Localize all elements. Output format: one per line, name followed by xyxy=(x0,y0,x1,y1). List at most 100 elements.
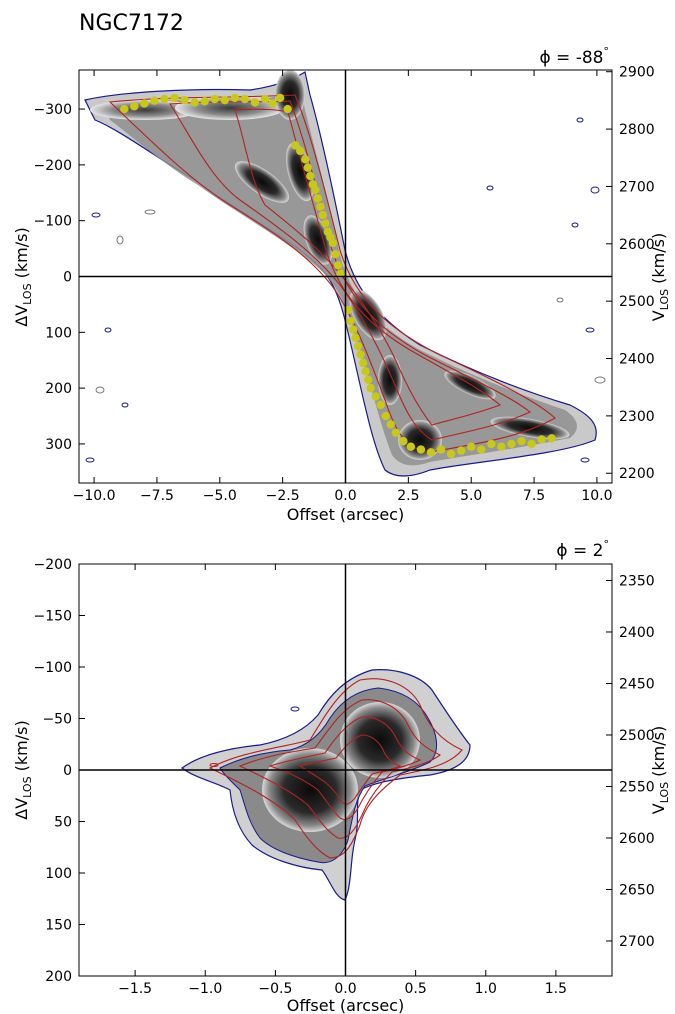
data-point xyxy=(160,94,169,104)
top-xlabel: Offset (arcsec) xyxy=(287,505,404,524)
bottom-y-left-tick-label: 100 xyxy=(45,866,72,882)
top-image xyxy=(84,70,606,477)
top-model-contour-3 xyxy=(234,108,502,426)
data-point xyxy=(527,439,536,449)
data-point xyxy=(456,446,466,455)
data-point xyxy=(477,445,486,454)
data-point xyxy=(497,442,506,451)
bottom-x-tick-label: 1.5 xyxy=(545,981,567,997)
top-blob-1 xyxy=(90,100,200,120)
bottom-xlabel: Offset (arcsec) xyxy=(287,996,404,1014)
bottom-y-right-tick-label: 2650 xyxy=(619,882,655,898)
top-y-right-tick-label: 2600 xyxy=(619,237,655,253)
data-point xyxy=(363,375,373,384)
top-y-right-tick-label: 2200 xyxy=(619,466,655,482)
top-x-tick-label: −7.5 xyxy=(140,488,174,504)
data-point xyxy=(301,155,310,164)
bottom-y-right-tick-label: 2400 xyxy=(619,625,655,641)
top-x-tick-label: −2.5 xyxy=(266,488,300,504)
bottom-noise-contour xyxy=(290,706,300,712)
data-point xyxy=(406,442,416,451)
data-point xyxy=(487,439,496,449)
top-y-right-tick-label: 2500 xyxy=(619,294,655,310)
top-y-right-tick-label: 2800 xyxy=(619,122,655,138)
data-point xyxy=(130,102,139,111)
data-point xyxy=(296,146,305,156)
data-point xyxy=(140,99,149,108)
top-y-left-tick-label: −100 xyxy=(34,214,72,230)
data-point xyxy=(376,400,385,410)
top-x-tick-label: 0.0 xyxy=(334,488,356,504)
data-point xyxy=(250,98,260,107)
data-point xyxy=(180,95,189,105)
bottom-red-dash xyxy=(209,763,219,767)
data-point xyxy=(537,435,546,444)
data-point xyxy=(399,436,408,446)
bottom-image xyxy=(180,669,471,901)
bottom-y-right-tick-label: 2700 xyxy=(619,934,655,950)
bottom-x-tick-label: −1.5 xyxy=(118,981,152,997)
data-point xyxy=(507,439,516,449)
bottom-phi-label: ϕ = 2° xyxy=(556,538,609,561)
data-point xyxy=(467,442,476,451)
bottom-y-left-tick-label: −200 xyxy=(34,557,72,573)
data-point xyxy=(361,367,370,376)
bottom-y-left-tick-label: 0 xyxy=(63,763,72,779)
bottom-panel: −1.5 −1.0 −0.5 0.0 0.5 1.0 1.5 −200 −150 −100 −50 0… xyxy=(12,538,671,1014)
top-blob-11 xyxy=(490,416,570,440)
data-point xyxy=(351,333,360,343)
data-point xyxy=(268,99,277,108)
top-y-left-tick-label: 0 xyxy=(63,270,72,286)
bottom-y-left-tick-label: 150 xyxy=(45,918,72,934)
data-point xyxy=(348,325,358,334)
data-point xyxy=(240,94,250,104)
top-ticks: −10.0 −7.5 −5.0 −2.5 0.0 2.5 5.0 7.5 10.0 −300 −20… xyxy=(34,65,655,504)
data-point xyxy=(331,249,340,259)
top-x-tick-label: −5.0 xyxy=(203,488,237,504)
top-x-tick-label: −10.0 xyxy=(73,488,116,504)
top-noise-contours xyxy=(85,117,606,463)
data-point xyxy=(358,358,368,368)
data-point xyxy=(210,94,219,104)
bottom-model-contour-2 xyxy=(238,699,442,839)
figure-title: NGC7172 xyxy=(79,11,184,36)
top-x-tick-label: 5.0 xyxy=(460,488,482,504)
top-data-points xyxy=(120,93,556,459)
data-point xyxy=(391,428,400,437)
bottom-y-left-tick-label: −50 xyxy=(42,712,72,728)
data-point xyxy=(547,434,556,443)
bottom-y-right-tick-label: 2600 xyxy=(619,831,655,847)
data-point xyxy=(436,445,446,454)
bottom-x-tick-label: −1.0 xyxy=(188,981,222,997)
data-point xyxy=(371,392,380,401)
top-y-left-tick-label: −300 xyxy=(34,102,72,118)
bottom-ylabel-right: VLOS (km/s) xyxy=(649,726,671,815)
data-point xyxy=(170,93,179,103)
bottom-y-left-tick-label: 50 xyxy=(54,815,72,831)
bottom-y-right-tick-label: 2550 xyxy=(619,779,655,795)
top-x-tick-label: 7.5 xyxy=(523,488,545,504)
data-point xyxy=(303,163,312,172)
bottom-model-contour-1 xyxy=(208,678,463,859)
data-point xyxy=(220,95,230,105)
top-x-tick-label: 2.5 xyxy=(397,488,419,504)
data-point xyxy=(200,97,209,106)
data-point xyxy=(150,96,159,105)
data-point xyxy=(306,171,315,181)
top-y-right-tick-label: 2900 xyxy=(619,65,655,81)
top-panel: −10.0 −7.5 −5.0 −2.5 0.0 2.5 5.0 7.5 10.0 −300 −20… xyxy=(12,45,671,524)
data-point xyxy=(316,202,325,211)
bottom-x-tick-label: −0.5 xyxy=(258,981,292,997)
top-y-left-tick-label: 200 xyxy=(45,381,72,397)
top-y-left-tick-label: −200 xyxy=(34,158,72,174)
bottom-y-left-tick-label: −150 xyxy=(34,609,72,625)
data-point xyxy=(321,219,330,228)
bottom-y-left-tick-label: −100 xyxy=(34,660,72,676)
bottom-ylabel-left: ΔVLOS (km/s) xyxy=(12,720,34,819)
data-point xyxy=(517,436,526,446)
top-ylabel-right: VLOS (km/s) xyxy=(649,233,671,322)
data-point xyxy=(353,342,363,351)
data-point xyxy=(190,98,199,107)
bottom-x-tick-label: 1.0 xyxy=(475,981,497,997)
bottom-x-tick-label: 0.0 xyxy=(334,981,356,997)
